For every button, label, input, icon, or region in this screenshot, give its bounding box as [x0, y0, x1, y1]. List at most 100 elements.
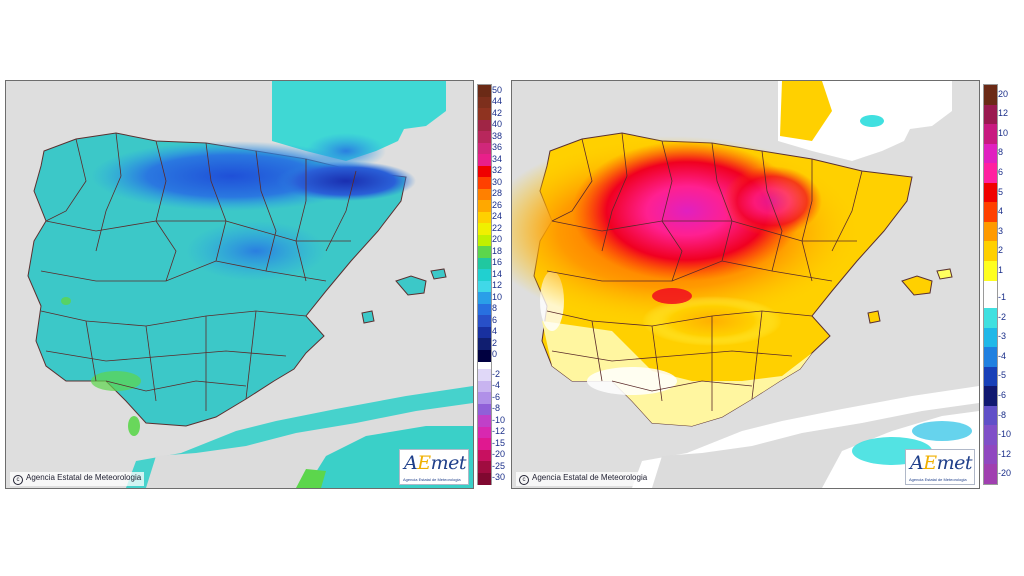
legend-swatch [478, 326, 491, 339]
legend-swatch [478, 438, 491, 450]
legend-swatch [478, 315, 491, 327]
legend-label: 28 [492, 188, 503, 199]
balearic-ibiza [867, 310, 881, 324]
legend-label: 12 [492, 280, 503, 291]
legend-swatch [478, 246, 491, 258]
legend-swatch [478, 303, 491, 316]
legend-swatch [478, 223, 491, 235]
legend-swatch [984, 182, 997, 203]
legend-swatch [478, 142, 491, 155]
legend-label: 44 [492, 96, 503, 107]
africa-cool-patch-2 [912, 421, 972, 441]
legend-swatch [478, 392, 491, 404]
legend-swatch [984, 308, 997, 329]
legend-swatch [984, 405, 997, 426]
copyright-icon: c [519, 475, 529, 485]
sea-cool-spot [860, 115, 884, 127]
legend-label: -12 [492, 426, 506, 437]
legend-label: 42 [492, 107, 503, 118]
legend-swatch [984, 464, 997, 485]
legend-swatch [984, 202, 997, 223]
legend-swatch [478, 403, 491, 416]
legend-swatch [478, 257, 491, 270]
legend-label: 22 [492, 222, 503, 233]
hot-spot-central [652, 288, 692, 304]
legend-swatch [478, 188, 491, 201]
legend-label: 10 [998, 127, 1009, 138]
legend-label: -8 [998, 409, 1007, 420]
legend-label: -2 [492, 368, 501, 379]
legend-label: 38 [492, 130, 503, 141]
anomaly-map-right: c Agencia Estatal de Meteorologia AEmet A… [511, 80, 980, 489]
legend-label: 3 [998, 225, 1004, 236]
credit-text-left: c Agencia Estatal de Meteorologia [10, 472, 145, 486]
balearic-menorca [430, 268, 447, 280]
balearic-menorca [936, 268, 953, 280]
legend-swatch [984, 85, 997, 105]
legend-label: -12 [998, 448, 1012, 459]
legend-label: 8 [998, 147, 1004, 158]
temperature-map-left-graphic [6, 81, 473, 488]
legend-label: 20 [998, 88, 1009, 99]
legend-label: 1 [998, 264, 1004, 275]
legend-swatch [478, 131, 491, 143]
legend-label: 18 [492, 245, 503, 256]
legend-label: 16 [492, 257, 503, 268]
legend-swatch [478, 108, 491, 120]
temperature-map-left: c Agencia Estatal de Meteorologia AEmet A… [5, 80, 474, 489]
legend-label: -30 [492, 472, 506, 483]
legend-swatch [478, 119, 491, 132]
legend-label: -20 [998, 468, 1012, 479]
legend-left [477, 84, 492, 485]
legend-swatch [478, 165, 491, 178]
legend-label: 8 [492, 303, 498, 314]
legend-label: 6 [492, 314, 498, 325]
sea-biscay-warm [780, 81, 832, 141]
legend-label: 0 [492, 349, 498, 360]
legend-swatch [478, 154, 491, 166]
legend-label: 10 [492, 291, 503, 302]
legend-label: 6 [998, 166, 1004, 177]
legend-label: -4 [492, 380, 501, 391]
aemet-logo-subtext: Agencia Estatal de Meteorologia [909, 477, 967, 482]
warm-patch-gibraltar [128, 416, 140, 436]
aemet-logo-subtext: Agencia Estatal de Meteorologia [403, 477, 461, 482]
legend-swatch [478, 426, 491, 439]
legend-label: -4 [998, 350, 1007, 361]
hot-core-east [722, 166, 822, 236]
legend-swatch [478, 234, 491, 247]
legend-swatch [984, 124, 997, 145]
legend-swatch [478, 472, 491, 485]
balearic-ibiza [361, 310, 375, 324]
legend-label: 30 [492, 176, 503, 187]
legend-label: -6 [492, 391, 501, 402]
legend-label: 20 [492, 234, 503, 245]
south-neutral-area [587, 367, 677, 395]
legend-label: 12 [998, 108, 1009, 119]
legend-swatch [984, 366, 997, 387]
legend-swatch [984, 163, 997, 184]
legend-label: 24 [492, 211, 503, 222]
legend-swatch [478, 269, 491, 281]
legend-swatch [984, 143, 997, 164]
south-mild-area [542, 321, 812, 426]
legend-label: 34 [492, 153, 503, 164]
africa-green-patch [296, 469, 326, 488]
legend-swatch [478, 85, 491, 97]
aemet-logo-mark: AEmet [404, 452, 467, 474]
cold-pyrenees [276, 161, 416, 201]
legend-label: -10 [998, 429, 1012, 440]
legend-swatch [984, 327, 997, 348]
legend-label: 4 [998, 206, 1004, 217]
aemet-logo-mark: AEmet [910, 452, 973, 474]
legend-swatch [984, 260, 997, 281]
legend-swatch [478, 177, 491, 189]
aemet-logo-right: AEmet Agencia Estatal de Meteorologia [905, 449, 975, 485]
legend-label: -10 [492, 414, 506, 425]
legend-label: 36 [492, 142, 503, 153]
legend-label: 40 [492, 119, 503, 130]
legend-swatch [478, 200, 491, 212]
province-boundaries [546, 132, 863, 411]
legend-swatch [478, 369, 491, 381]
cold-central [186, 221, 326, 281]
